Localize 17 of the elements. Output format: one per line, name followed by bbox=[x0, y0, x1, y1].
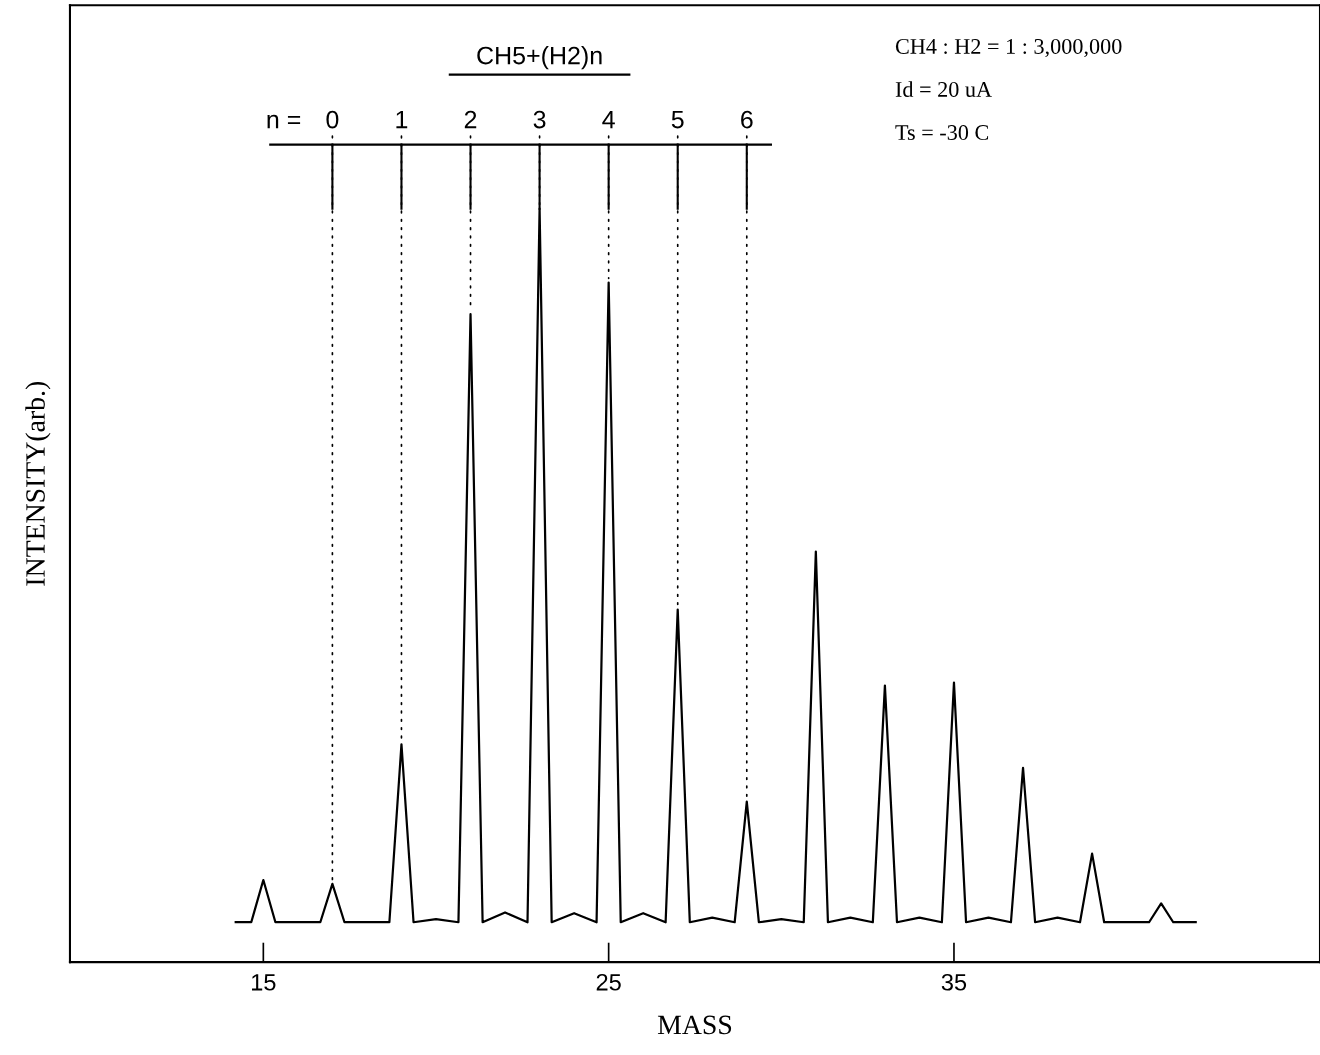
annotation: 4 bbox=[602, 110, 615, 129]
text: n = bbox=[267, 114, 301, 129]
annotation: 5 bbox=[671, 110, 684, 129]
annotation: 1 bbox=[396, 110, 408, 129]
text: CH4 : H2 = 1 : 3,000,000 bbox=[895, 38, 1122, 58]
annotation: 3 bbox=[533, 110, 546, 129]
x-tick-label: 35 bbox=[941, 973, 967, 991]
text: CH5+(H2)n bbox=[477, 46, 602, 70]
x-axis-title: MASS bbox=[657, 1015, 732, 1035]
annotation: 2 bbox=[464, 110, 477, 129]
annotation: 6 bbox=[741, 110, 753, 129]
x-tick-label: 15 bbox=[252, 974, 276, 991]
x-tick-label: 25 bbox=[596, 973, 621, 991]
y-axis-title: INTENSITY(arb.) bbox=[25, 381, 51, 586]
text: Id = 20 uA bbox=[895, 81, 992, 97]
text: Ts = -30 C bbox=[895, 125, 989, 141]
annotation: 0 bbox=[326, 110, 339, 129]
